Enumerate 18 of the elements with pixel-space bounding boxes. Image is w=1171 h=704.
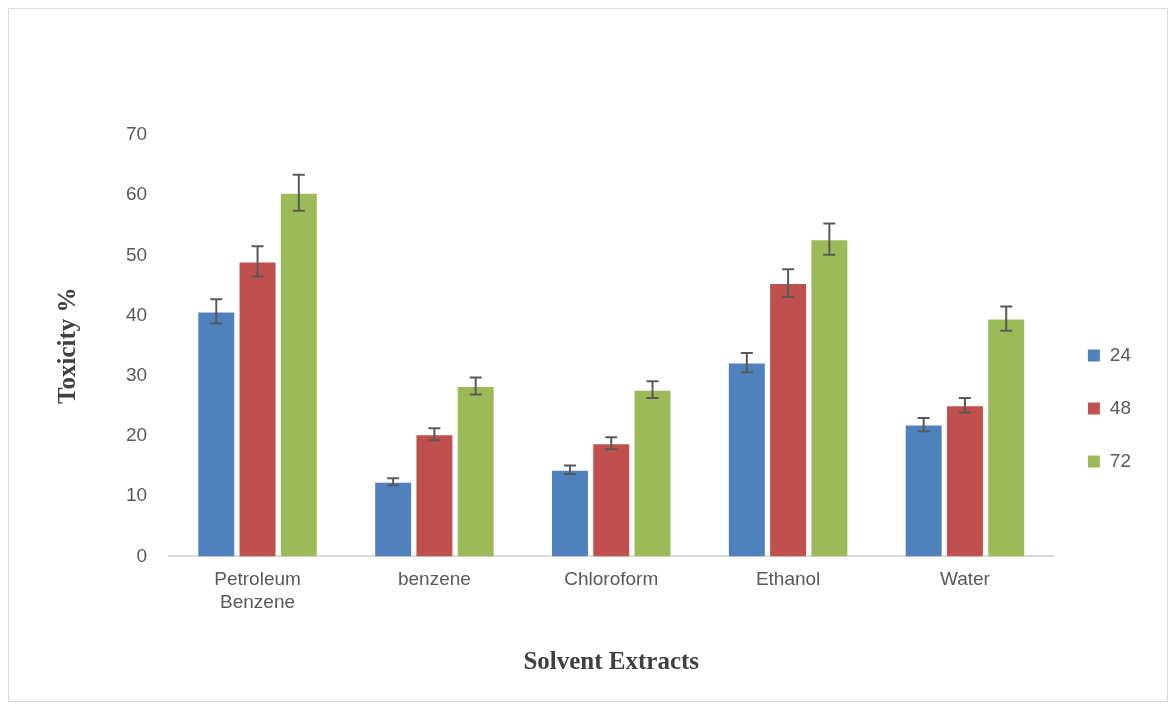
y-tick-label: 70 bbox=[125, 123, 148, 145]
x-tick-label: Petroleum Benzene bbox=[214, 568, 301, 612]
x-tick-label: Chloroform bbox=[564, 568, 659, 590]
x-tick-label: Ethanol bbox=[755, 568, 821, 590]
legend-label: 72 bbox=[1109, 449, 1132, 471]
legend-label: 48 bbox=[1109, 396, 1132, 418]
x-axis-title: Solvent Extracts bbox=[523, 647, 700, 675]
y-tick-label: 30 bbox=[125, 364, 148, 386]
y-axis-title: Toxicity % bbox=[53, 287, 81, 404]
y-tick-label: 0 bbox=[136, 544, 148, 566]
legend-label: 24 bbox=[1109, 343, 1132, 365]
x-tick-label: Water bbox=[939, 568, 991, 590]
y-tick-label: 40 bbox=[125, 303, 148, 325]
x-tick-label: benzene bbox=[397, 568, 471, 590]
y-tick-label: 50 bbox=[125, 243, 148, 265]
y-tick-label: 20 bbox=[125, 424, 148, 446]
y-tick-label: 60 bbox=[125, 183, 148, 205]
y-tick-label: 10 bbox=[125, 484, 148, 506]
